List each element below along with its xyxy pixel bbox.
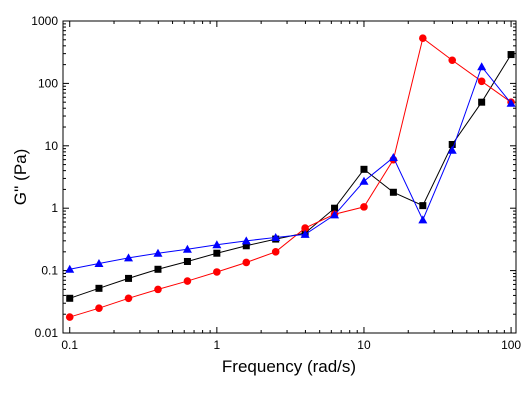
data-point (242, 258, 251, 267)
data-point (331, 204, 339, 212)
data-point (212, 240, 222, 249)
data-point (94, 258, 104, 267)
y-tick-label: 0.1 (41, 264, 58, 278)
data-point (478, 98, 486, 106)
data-point (477, 77, 486, 86)
data-point (418, 215, 428, 224)
data-point (359, 176, 369, 185)
series-3 (65, 62, 516, 273)
y-tick-label: 0.01 (35, 326, 59, 340)
data-point (65, 313, 74, 321)
data-point (271, 248, 280, 256)
y-tick-label: 1 (51, 201, 58, 215)
data-point (242, 242, 250, 250)
data-point (182, 244, 192, 253)
series-layer (65, 34, 516, 321)
plot-frame (62, 20, 517, 334)
series-line (69, 37, 512, 318)
data-point (300, 229, 310, 238)
data-point (65, 264, 75, 273)
x-tick-label: 0.1 (61, 338, 78, 352)
data-point (447, 145, 457, 154)
data-point (360, 165, 368, 173)
data-point (507, 51, 515, 59)
data-point (183, 277, 192, 285)
data-point (448, 56, 457, 65)
data-point (477, 62, 487, 71)
data-point (506, 98, 516, 107)
data-point (154, 285, 162, 294)
data-point (66, 294, 74, 302)
data-point (213, 268, 221, 276)
series-line (69, 54, 512, 299)
data-point (448, 140, 456, 148)
data-point (154, 265, 162, 273)
data-point (419, 202, 427, 210)
data-point (213, 249, 221, 257)
x-axis-title: Frequency (rad/s) (222, 357, 356, 376)
data-point (183, 257, 191, 265)
series-1 (66, 51, 515, 302)
data-point (301, 224, 309, 232)
data-point (419, 34, 427, 43)
data-point (360, 203, 368, 211)
data-point (124, 253, 134, 262)
x-axis-ticks: 0.1 1 10 100 (61, 21, 521, 352)
data-point (124, 294, 133, 303)
y-tick-label: 10 (45, 139, 59, 153)
data-point (95, 304, 103, 312)
y-tick-label: 100 (38, 76, 58, 90)
y-tick-label: 1000 (31, 14, 58, 28)
data-point (125, 274, 133, 282)
data-point (389, 188, 397, 196)
data-point (95, 284, 103, 292)
x-tick-label: 100 (501, 338, 521, 352)
series-line (69, 65, 512, 270)
y-axis-title: G'' (Pa) (11, 149, 30, 206)
x-tick-label: 10 (357, 338, 371, 352)
data-point (330, 210, 340, 219)
series-2 (65, 34, 515, 321)
data-point (388, 152, 398, 161)
y-axis-ticks: 0.01 0.1 1 10 100 1000 (31, 14, 516, 340)
data-point (271, 232, 281, 241)
data-point (241, 236, 251, 245)
data-point (153, 248, 163, 257)
x-tick-label: 1 (214, 338, 221, 352)
